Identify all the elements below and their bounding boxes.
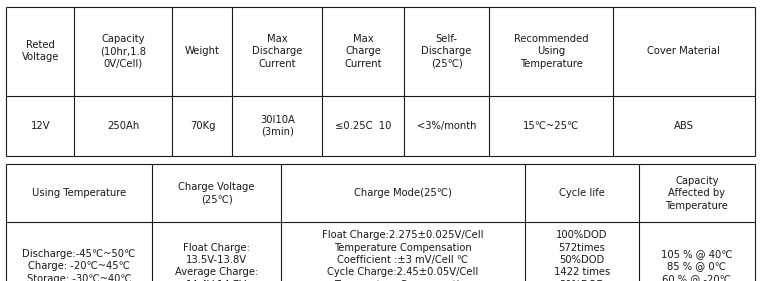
Text: Charge Voltage
(25℃): Charge Voltage (25℃) (178, 182, 255, 204)
Text: 70Kg: 70Kg (189, 121, 215, 131)
Text: 30I10A
(3min): 30I10A (3min) (260, 115, 295, 137)
Text: Cycle life: Cycle life (559, 188, 605, 198)
Text: Reted
Voltage: Reted Voltage (21, 40, 59, 62)
Text: Weight: Weight (185, 46, 220, 56)
Text: 100%DOD
572times
50%DOD
1422 times
30%DOD
2218times: 100%DOD 572times 50%DOD 1422 times 30%DO… (554, 230, 610, 281)
Text: Max
Charge
Current: Max Charge Current (344, 34, 382, 69)
Text: Charge Mode(25℃): Charge Mode(25℃) (354, 188, 452, 198)
Text: 250Ah: 250Ah (107, 121, 139, 131)
Text: Recommended
Using
Temperature: Recommended Using Temperature (514, 34, 588, 69)
Text: ABS: ABS (673, 121, 694, 131)
Text: ≤0.25C  10: ≤0.25C 10 (335, 121, 391, 131)
Text: Self-
Discharge
(25℃): Self- Discharge (25℃) (422, 34, 472, 69)
Text: Float Charge:
13.5V-13.8V
Average Charge:
14.4V-14.7V: Float Charge: 13.5V-13.8V Average Charge… (175, 243, 258, 281)
Text: <3%/month: <3%/month (417, 121, 476, 131)
Text: Discharge:-45℃~50℃
Charge: -20℃~45℃
Storage: -30℃~40℃: Discharge:-45℃~50℃ Charge: -20℃~45℃ Stor… (23, 249, 135, 281)
Text: Using Temperature: Using Temperature (32, 188, 126, 198)
Text: 12V: 12V (30, 121, 50, 131)
Text: Max
Discharge
Current: Max Discharge Current (252, 34, 303, 69)
Text: Cover Material: Cover Material (648, 46, 720, 56)
Text: 105 % @ 40℃
85 % @ 0℃
60 % @ -20℃: 105 % @ 40℃ 85 % @ 0℃ 60 % @ -20℃ (661, 249, 733, 281)
Text: 15℃~25℃: 15℃~25℃ (523, 121, 579, 131)
Text: Capacity
(10hr,1.8
0V/Cell): Capacity (10hr,1.8 0V/Cell) (100, 34, 146, 69)
Text: Capacity
Affected by
Temperature: Capacity Affected by Temperature (665, 176, 728, 210)
Text: Float Charge:2.275±0.025V/Cell
Temperature Compensation
Coefficient :±3 mV/Cell : Float Charge:2.275±0.025V/Cell Temperatu… (322, 230, 484, 281)
